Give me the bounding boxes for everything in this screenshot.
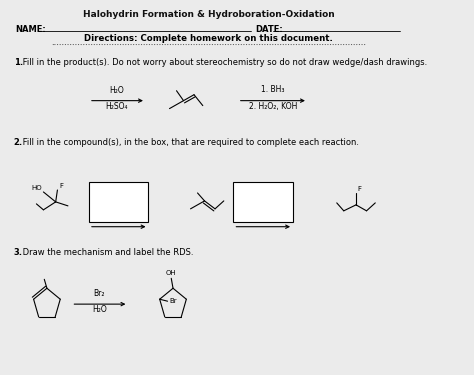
- Bar: [89, 182, 148, 222]
- Text: NAME:: NAME:: [15, 25, 46, 34]
- Text: H₂O: H₂O: [92, 305, 107, 314]
- Text: OH: OH: [166, 270, 177, 276]
- Bar: [233, 182, 293, 222]
- Text: Br₂: Br₂: [94, 289, 105, 298]
- Text: 2. H₂O₂, KOH: 2. H₂O₂, KOH: [249, 102, 297, 111]
- Text: HO: HO: [31, 185, 42, 191]
- Text: 1.: 1.: [14, 58, 23, 67]
- Text: Br: Br: [169, 298, 177, 304]
- Text: 2.: 2.: [14, 138, 23, 147]
- Text: H₂O: H₂O: [109, 86, 124, 95]
- Text: Draw the mechanism and label the RDS.: Draw the mechanism and label the RDS.: [20, 248, 193, 256]
- Text: 1. BH₃: 1. BH₃: [261, 85, 284, 94]
- Text: F: F: [358, 186, 362, 192]
- Text: Fill in the product(s). Do not worry about stereochemistry so do not draw wedge/: Fill in the product(s). Do not worry abo…: [20, 58, 427, 67]
- Text: Halohydrin Formation & Hydroboration-Oxidation: Halohydrin Formation & Hydroboration-Oxi…: [83, 10, 335, 20]
- Text: H₂SO₄: H₂SO₄: [106, 102, 128, 111]
- Text: F: F: [59, 183, 63, 189]
- Text: DATE:: DATE:: [255, 25, 283, 34]
- Text: Directions: Complete homework on this document.: Directions: Complete homework on this do…: [84, 34, 333, 43]
- Text: Fill in the compound(s), in the box, that are required to complete each reaction: Fill in the compound(s), in the box, tha…: [20, 138, 359, 147]
- Text: ••••••••••••••••••••••••••••••••••••••••••••••••••••••••••••••••••••••••••••••••: ••••••••••••••••••••••••••••••••••••••••…: [51, 44, 366, 48]
- Text: 3.: 3.: [14, 248, 23, 256]
